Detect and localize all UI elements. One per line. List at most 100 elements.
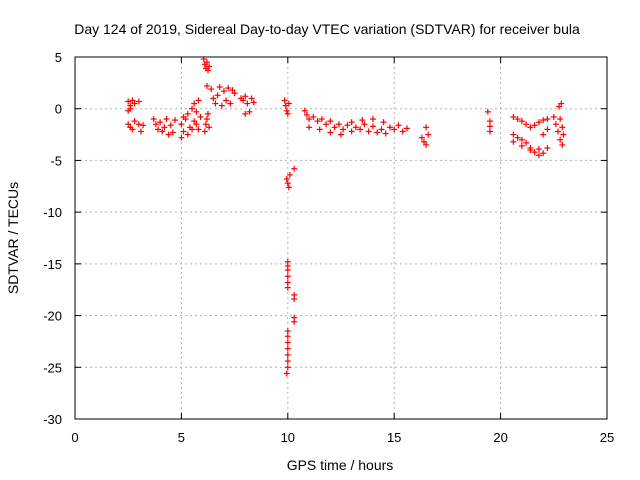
data-point	[284, 284, 291, 291]
data-point	[284, 345, 291, 352]
gridlines	[75, 57, 607, 419]
data-point	[344, 122, 351, 129]
data-point	[203, 59, 210, 66]
data-point	[523, 139, 530, 146]
data-point	[135, 98, 142, 105]
data-point	[544, 126, 551, 133]
data-point	[191, 100, 198, 107]
data-point	[283, 370, 290, 377]
data-point	[486, 128, 493, 135]
data-point	[340, 126, 347, 133]
data-point	[510, 113, 517, 120]
data-point	[374, 129, 381, 136]
data-point	[131, 118, 138, 125]
data-point	[540, 150, 547, 157]
data-point	[486, 123, 493, 130]
data-point	[365, 128, 372, 135]
data-point	[352, 124, 359, 131]
data-point	[203, 116, 210, 123]
data-point	[423, 124, 430, 131]
data-point	[214, 92, 221, 99]
y-axis-title: SDTVAR / TECUs	[5, 182, 21, 294]
data-point	[284, 328, 291, 335]
x-tick-label: 25	[600, 430, 614, 445]
data-point	[129, 126, 136, 133]
data-point	[195, 126, 202, 133]
data-point	[380, 119, 387, 126]
data-point	[559, 124, 566, 131]
data-point	[531, 149, 538, 156]
data-point	[425, 131, 432, 138]
data-point	[218, 102, 225, 109]
data-point	[281, 97, 288, 104]
data-point	[544, 116, 551, 123]
data-point	[242, 110, 249, 117]
data-point	[306, 124, 313, 131]
data-point	[284, 267, 291, 274]
data-point	[212, 100, 219, 107]
data-point	[323, 121, 330, 128]
data-point	[184, 131, 191, 138]
y-tick-label: -5	[50, 153, 62, 168]
data-point	[291, 296, 298, 303]
data-point	[518, 118, 525, 125]
data-point	[382, 130, 389, 137]
data-point	[327, 118, 334, 125]
data-point	[140, 122, 147, 129]
data-point	[206, 124, 213, 131]
data-point	[338, 131, 344, 138]
data-point	[206, 63, 213, 70]
data-point	[418, 134, 425, 141]
data-point	[284, 339, 291, 346]
x-tick-label: 5	[178, 430, 185, 445]
y-tick-label: -30	[43, 412, 62, 427]
data-point	[137, 128, 144, 135]
data-point	[250, 99, 257, 106]
data-point	[229, 87, 236, 94]
data-point	[285, 100, 292, 107]
data-point	[202, 121, 209, 128]
x-tick-label: 10	[281, 430, 295, 445]
y-tick-label: -10	[43, 205, 62, 220]
data-point	[178, 121, 185, 128]
data-point	[184, 110, 191, 117]
data-point	[484, 108, 491, 115]
data-point	[291, 165, 298, 172]
data-point	[195, 97, 202, 104]
y-tick-label: 5	[55, 50, 62, 65]
data-point	[154, 126, 161, 133]
data-point	[399, 128, 406, 135]
data-point	[540, 117, 547, 124]
data-point	[560, 131, 567, 138]
data-point	[555, 128, 562, 135]
data-point	[127, 105, 134, 112]
x-axis-title: GPS time / hours	[287, 457, 394, 473]
data-point	[527, 124, 534, 131]
data-point	[518, 142, 525, 149]
data-point	[291, 318, 298, 325]
data-point	[403, 125, 410, 132]
data-point	[172, 117, 179, 124]
data-point	[197, 113, 204, 120]
data-point	[348, 119, 355, 126]
data-point	[558, 100, 565, 107]
data-point	[284, 273, 291, 280]
data-point	[189, 126, 196, 133]
data-point	[357, 126, 364, 133]
data-point	[242, 93, 249, 100]
data-point	[369, 116, 376, 123]
data-point	[193, 121, 200, 128]
data-point	[284, 358, 291, 365]
data-point	[131, 100, 138, 107]
data-point	[361, 121, 368, 128]
data-point	[284, 364, 291, 371]
data-point	[191, 118, 198, 125]
data-point	[201, 128, 208, 135]
data-point	[559, 141, 566, 148]
data-point	[286, 171, 293, 178]
data-point	[359, 117, 366, 124]
data-point	[316, 126, 323, 133]
data-point	[208, 86, 215, 93]
data-point	[535, 119, 542, 126]
data-point	[310, 113, 317, 120]
